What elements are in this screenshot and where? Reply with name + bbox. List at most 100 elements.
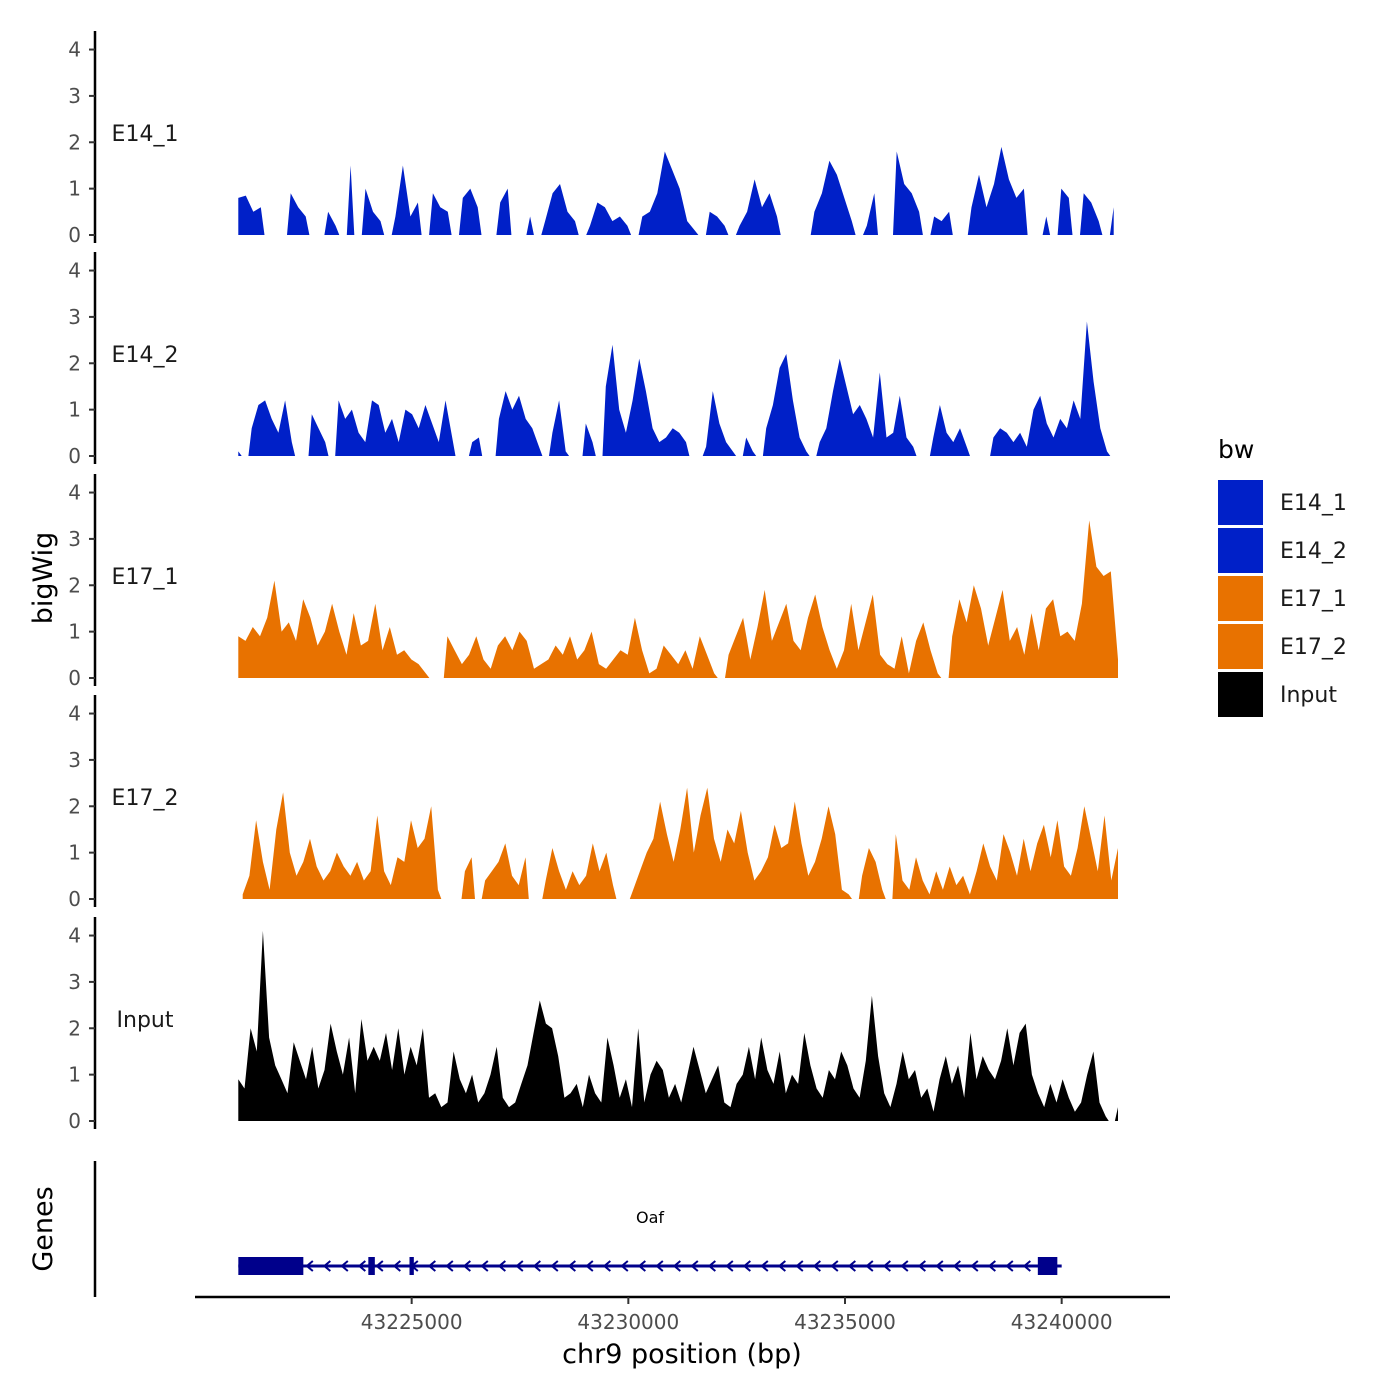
legend-swatch: [1218, 576, 1263, 621]
strand-arrow: [515, 1260, 524, 1272]
strand-arrow: [340, 1260, 349, 1272]
legend-label: Input: [1280, 683, 1337, 708]
y-tick-label: 4: [68, 702, 81, 726]
strand-arrow: [602, 1260, 611, 1272]
strand-arrow: [375, 1260, 384, 1272]
legend-title: bw: [1218, 435, 1254, 464]
strand-arrow: [917, 1260, 926, 1272]
gene-exon: [368, 1257, 375, 1275]
gene-exon: [1037, 1257, 1058, 1275]
strand-arrow: [1005, 1260, 1014, 1272]
strand-arrow: [322, 1260, 331, 1272]
track-label: E17_2: [112, 786, 179, 811]
strand-arrow: [935, 1260, 944, 1272]
y-tick-label: 3: [68, 527, 81, 551]
y-axis-title: bigWig: [28, 532, 59, 625]
y-tick-label: 1: [68, 1063, 81, 1087]
strand-arrow: [462, 1260, 471, 1272]
y-tick-label: 1: [68, 841, 81, 865]
y-tick-label: 2: [68, 1016, 81, 1040]
legend-swatch: [1218, 624, 1263, 669]
y-tick-label: 0: [68, 223, 81, 247]
track-label: E17_1: [112, 565, 179, 590]
strand-arrow: [900, 1260, 909, 1272]
strand-arrow: [777, 1260, 786, 1272]
y-tick-label: 3: [68, 970, 81, 994]
strand-arrow: [392, 1260, 401, 1272]
strand-arrow: [865, 1260, 874, 1272]
y-tick-label: 0: [68, 887, 81, 911]
y-tick-label: 2: [68, 351, 81, 375]
strand-arrow: [480, 1260, 489, 1272]
y-tick-label: 2: [68, 573, 81, 597]
strand-arrow: [690, 1260, 699, 1272]
legend: bw E14_1 E14_2 E17_1 E17_2 Input: [1218, 435, 1347, 717]
strand-arrow: [445, 1260, 454, 1272]
coverage-area-E14_2: [238, 321, 1111, 456]
legend-swatch: [1218, 528, 1263, 573]
strand-arrow: [830, 1260, 839, 1272]
legend-label: E14_2: [1280, 539, 1347, 564]
x-axis: 43225000 43230000 43235000 43240000: [195, 1295, 1170, 1334]
strand-arrow: [655, 1260, 664, 1272]
strand-arrow: [987, 1260, 996, 1272]
strand-arrow: [305, 1260, 314, 1272]
track-label: E14_1: [112, 122, 179, 147]
coverage-area-E17_1: [238, 520, 1119, 678]
strand-arrow: [760, 1260, 769, 1272]
strand-arrow: [427, 1260, 436, 1272]
strand-arrow: [812, 1260, 821, 1272]
strand-arrow: [847, 1260, 856, 1272]
x-tick-label: 43235000: [794, 1310, 896, 1334]
y-tick-label: 2: [68, 794, 81, 818]
track-Input: 0 1 2 3 4 Input: [68, 917, 1119, 1133]
strand-arrow: [567, 1260, 576, 1272]
legend-swatch: [1218, 672, 1263, 717]
x-axis-title: chr9 position (bp): [562, 1339, 802, 1370]
y-tick-label: 4: [68, 259, 81, 283]
y-tick-label: 3: [68, 84, 81, 108]
strand-arrow: [672, 1260, 681, 1272]
strand-arrow: [357, 1260, 366, 1272]
x-tick-label: 43240000: [1011, 1310, 1113, 1334]
legend-label: E17_2: [1280, 635, 1347, 660]
y-tick-label: 1: [68, 620, 81, 644]
legend-swatch: [1218, 480, 1263, 525]
strand-arrow: [742, 1260, 751, 1272]
strand-arrow: [620, 1260, 629, 1272]
strand-arrow: [1022, 1260, 1031, 1272]
y-tick-label: 0: [68, 1109, 81, 1133]
y-tick-label: 0: [68, 444, 81, 468]
track-E14_1: 0 1 2 3 4 E14_1: [68, 31, 1114, 247]
gene-exon: [238, 1257, 304, 1275]
y-tick-label: 0: [68, 666, 81, 690]
y-tick-label: 1: [68, 398, 81, 422]
y-tick-label: 4: [68, 481, 81, 505]
legend-label: E14_1: [1280, 491, 1347, 516]
track-label: Input: [117, 1008, 174, 1033]
gene-panel: Oaf: [93, 1161, 1062, 1297]
y-tick-label: 4: [68, 924, 81, 948]
coverage-area-E17_2: [242, 787, 1118, 899]
y-tick-label: 3: [68, 305, 81, 329]
x-tick-label: 43225000: [361, 1310, 463, 1334]
y-tick-label: 3: [68, 748, 81, 772]
track-panels: 0 1 2 3 4 E14_1 0 1 2 3 4 E14_2 0 1 2 3 4 E17_1 0 1 2 3 4 E17_2…: [68, 31, 1119, 1133]
strand-arrow: [725, 1260, 734, 1272]
track-E17_1: 0 1 2 3 4 E17_1: [68, 474, 1119, 690]
y-tick-label: 1: [68, 177, 81, 201]
strand-arrow: [585, 1260, 594, 1272]
coverage-area-E14_1: [238, 146, 1114, 235]
strand-arrow: [637, 1260, 646, 1272]
coverage-area-Input: [238, 930, 1119, 1121]
strand-arrow: [497, 1260, 506, 1272]
strand-arrow: [707, 1260, 716, 1272]
y-tick-label: 2: [68, 130, 81, 154]
strand-arrow: [952, 1260, 961, 1272]
strand-arrow: [795, 1260, 804, 1272]
legend-label: E17_1: [1280, 587, 1347, 612]
strand-arrow: [532, 1260, 541, 1272]
strand-arrow: [550, 1260, 559, 1272]
gene-exon: [409, 1257, 414, 1275]
